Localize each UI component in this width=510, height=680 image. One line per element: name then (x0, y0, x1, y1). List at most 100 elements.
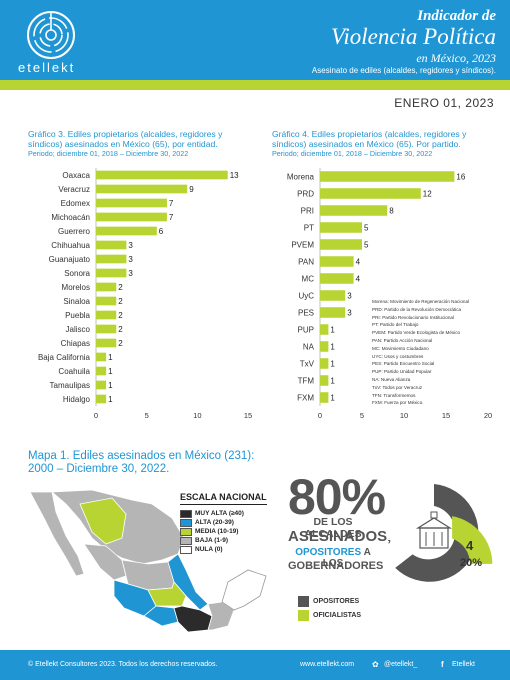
page-title: Violencia Política (331, 24, 496, 49)
category-label: Morena (287, 173, 315, 182)
footer-facebook-link[interactable]: Etellekt (452, 661, 475, 668)
bar-value-label: 4 (356, 275, 361, 284)
bar-value-label: 5 (364, 241, 369, 250)
bar (96, 296, 117, 306)
oficialistas-count: 4 (466, 538, 474, 553)
info-line-4: GOBERNADORES (288, 560, 384, 572)
bar-value-label: 8 (389, 207, 394, 216)
scale-swatch (180, 545, 192, 554)
government-building-icon (415, 511, 453, 549)
big-percentage: 80% (288, 469, 386, 525)
x-tick-label: 0 (94, 411, 98, 420)
donut-oficialistas (452, 516, 493, 564)
bar-value-label: 9 (189, 185, 194, 194)
chart3-header: Gráfico 3. Ediles propietarios (alcaldes… (28, 129, 253, 158)
category-label: Guanajuato (49, 255, 91, 264)
scale-row-media: MEDIA (10-19) (180, 527, 267, 536)
category-label: Sinaloa (63, 297, 90, 306)
x-tick-label: 5 (145, 411, 149, 420)
party-legend-item: MC: Movimiento Ciudadano (372, 345, 429, 351)
map-chihuahua (79, 497, 127, 545)
info-line-2: ASESINADOS, (288, 528, 392, 545)
party-legend-item: PAN: Partido Acción Nacional (372, 337, 433, 343)
scale-swatch (180, 536, 192, 545)
bar (96, 240, 127, 250)
header-bar (0, 0, 510, 80)
map-title-line-2: 2000 – Diciembre 30, 2022. (28, 463, 170, 475)
bar-value-label: 2 (118, 311, 123, 320)
bar-value-label: 1 (108, 353, 113, 362)
info-highlight: OPOSITORES (295, 547, 362, 558)
bar (96, 226, 157, 236)
bar-value-label: 2 (118, 283, 123, 292)
scale-label: MEDIA (10-19) (195, 528, 239, 535)
scale-row-nula: NULA (0) (180, 545, 267, 554)
category-label: TxV (300, 360, 315, 369)
category-label: Coahuila (58, 367, 90, 376)
bar-value-label: 7 (169, 199, 174, 208)
category-label: PAN (298, 258, 314, 267)
bar-value-label: 3 (128, 241, 133, 250)
mexico-map (29, 489, 267, 633)
bar (96, 366, 107, 376)
category-label: UyC (298, 292, 314, 301)
category-label: Hidalgo (63, 395, 91, 404)
bar-value-label: 2 (118, 325, 123, 334)
scale-label: MUY ALTA (≥40) (195, 510, 244, 517)
twitter-icon: ✿ (372, 660, 379, 669)
bar-value-label: 13 (230, 171, 239, 180)
party-legend-item: NA: Nueva Alianza (372, 376, 411, 382)
scale-swatch (180, 527, 192, 536)
party-legend-item: FXM: Fuerza por México. (372, 400, 424, 406)
category-label: Baja California (38, 353, 91, 362)
bar (96, 282, 117, 292)
category-label: PT (304, 224, 314, 233)
footer: © Etellekt Consultores 2023. Todos los d… (0, 650, 510, 680)
bar (96, 184, 188, 194)
bar-value-label: 6 (159, 227, 164, 236)
bar (320, 392, 329, 403)
bar-value-label: 16 (456, 173, 465, 182)
category-label: Chihuahua (51, 241, 90, 250)
footer-copyright: © Etellekt Consultores 2023. Todos los d… (28, 661, 218, 668)
footer-twitter-link[interactable]: @etellekt_ (384, 661, 418, 668)
party-legend-item: Morena: Movimiento de Regeneración Nacio… (372, 299, 470, 304)
scale-title: ESCALA NACIONAL (180, 492, 267, 505)
bar (96, 268, 127, 278)
scale-row-muy-alta: MUY ALTA (≥40) (180, 509, 267, 518)
bar-value-label: 2 (118, 339, 123, 348)
brand-name: etellekt (18, 60, 76, 75)
donut-chart: 16 80% 4 20% (386, 484, 493, 582)
map-scale-legend: ESCALA NACIONAL MUY ALTA (≥40) ALTA (20-… (180, 492, 267, 554)
category-label: Tamaulipas (50, 381, 90, 390)
map-title: Mapa 1. Ediles asesinados en México (231… (28, 450, 254, 476)
footer-website-link[interactable]: www.etellekt.com (300, 661, 355, 668)
category-label: Oaxaca (62, 171, 90, 180)
bar (320, 375, 329, 386)
bar-value-label: 1 (330, 326, 335, 335)
scale-row-baja: BAJA (1-9) (180, 536, 267, 545)
x-tick-label: 15 (244, 411, 252, 420)
category-label: PRI (301, 207, 314, 216)
bar-value-label: 1 (330, 394, 335, 403)
bar-value-label: 7 (169, 213, 174, 222)
bar (320, 324, 329, 335)
facebook-icon: f (441, 660, 444, 669)
category-label: Puebla (65, 311, 90, 320)
bar-value-label: 3 (347, 309, 352, 318)
bar (96, 352, 107, 362)
category-label: Sonora (64, 269, 90, 278)
chart4-header: Gráfico 4. Ediles propietarios (alcaldes… (272, 129, 497, 158)
category-label: PVEM (291, 241, 314, 250)
bar (96, 170, 228, 180)
party-legend: Morena: Movimiento de Regeneración Nacio… (372, 298, 484, 407)
category-label: FXM (297, 394, 314, 403)
party-legend-item: TxV: Todos por Veracruz (372, 384, 423, 390)
x-tick-label: 10 (193, 411, 201, 420)
map-oaxaca (173, 605, 213, 633)
chart4-title: Gráfico 4. Ediles propietarios (alcaldes… (272, 129, 467, 149)
chart3-period: Periodo; diciembre 01, 2018 – Diciembre … (28, 149, 189, 158)
bar (96, 212, 167, 222)
legend-label: OPOSITORES (313, 597, 360, 605)
legend-swatch (298, 595, 309, 607)
